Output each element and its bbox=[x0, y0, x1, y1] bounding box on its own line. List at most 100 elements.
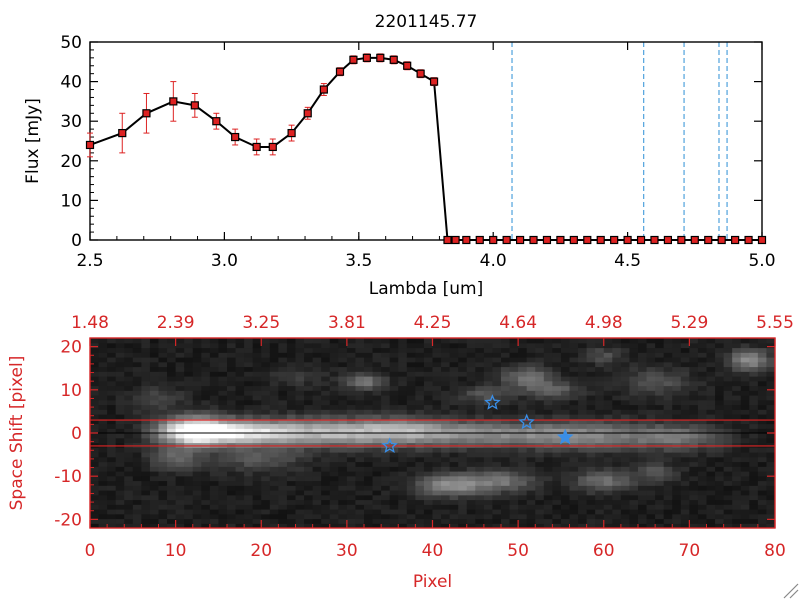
image-cell bbox=[124, 433, 134, 439]
image-cell bbox=[184, 414, 194, 420]
image-cell bbox=[184, 409, 194, 415]
image-cell bbox=[578, 513, 588, 520]
image-cell bbox=[586, 366, 596, 372]
image-cell bbox=[646, 523, 656, 528]
image-cell bbox=[732, 371, 742, 377]
image-cell bbox=[381, 428, 391, 434]
image-cell bbox=[278, 399, 288, 406]
data-point bbox=[596, 235, 605, 245]
image-cell bbox=[261, 418, 271, 425]
image-cell bbox=[697, 338, 708, 344]
image-cell bbox=[218, 452, 228, 458]
image-cell bbox=[295, 366, 305, 372]
image-cell bbox=[749, 385, 759, 391]
image-cell bbox=[269, 352, 279, 358]
image-cell bbox=[124, 390, 134, 396]
image-cell bbox=[398, 361, 408, 368]
image-cell bbox=[518, 399, 528, 406]
image-cell bbox=[381, 347, 391, 353]
image-cell bbox=[184, 380, 194, 387]
image-cell bbox=[235, 504, 245, 510]
image-cell bbox=[90, 452, 100, 458]
image-cell bbox=[672, 523, 682, 528]
image-cell bbox=[329, 490, 339, 496]
image-cell bbox=[90, 442, 100, 448]
image-cell bbox=[132, 418, 142, 425]
image-cell bbox=[646, 433, 656, 439]
image-cell bbox=[415, 480, 425, 486]
image-cell bbox=[132, 475, 142, 482]
image-cell bbox=[526, 395, 536, 401]
image-cell bbox=[475, 437, 485, 444]
image-cell bbox=[364, 371, 374, 377]
cursor-icon bbox=[783, 583, 799, 599]
image-cell bbox=[475, 442, 485, 448]
image-cell bbox=[415, 494, 425, 501]
image-cell bbox=[252, 475, 262, 482]
image-cell bbox=[466, 361, 476, 368]
image-cell bbox=[278, 418, 288, 425]
image-cell bbox=[389, 461, 399, 467]
image-cell bbox=[603, 352, 613, 358]
image-cell bbox=[124, 447, 134, 453]
image-cell bbox=[329, 390, 339, 396]
image-cell bbox=[269, 485, 279, 491]
image-cell bbox=[526, 347, 536, 353]
image-cell bbox=[381, 471, 391, 477]
image-cell bbox=[612, 518, 622, 524]
image-cell bbox=[227, 518, 237, 524]
image-cell bbox=[449, 471, 459, 477]
image-cell bbox=[458, 475, 468, 482]
image-cell bbox=[158, 509, 168, 515]
image-cell bbox=[578, 342, 588, 349]
image-cell bbox=[141, 409, 151, 415]
image-cell bbox=[278, 395, 288, 401]
image-cell bbox=[749, 418, 759, 425]
image-cell bbox=[638, 366, 648, 372]
image-cell bbox=[90, 504, 100, 510]
image-cell bbox=[389, 466, 399, 472]
image-cell bbox=[458, 490, 468, 496]
image-cell bbox=[697, 523, 708, 528]
image-cell bbox=[501, 385, 511, 391]
image-cell bbox=[680, 513, 690, 520]
image-cell bbox=[552, 352, 562, 358]
image-cell bbox=[278, 452, 288, 458]
image-cell bbox=[355, 456, 365, 463]
image-cell bbox=[372, 395, 382, 401]
image-cell bbox=[595, 352, 605, 358]
image-cell bbox=[398, 504, 408, 510]
image-cell bbox=[381, 371, 391, 377]
image-cell bbox=[167, 494, 177, 501]
image-cell bbox=[227, 442, 237, 448]
image-cell bbox=[638, 499, 648, 505]
image-cell bbox=[184, 366, 194, 372]
image-cell bbox=[286, 485, 297, 491]
image-cell bbox=[304, 452, 314, 458]
image-cell bbox=[184, 395, 194, 401]
image-cell bbox=[295, 404, 305, 410]
image-cell bbox=[492, 380, 502, 387]
image-cell bbox=[689, 361, 699, 368]
image-cell bbox=[132, 399, 142, 406]
image-cell bbox=[620, 494, 631, 501]
image-cell bbox=[432, 390, 442, 396]
image-cell bbox=[586, 475, 596, 482]
image-cell bbox=[732, 504, 742, 510]
image-cell bbox=[252, 433, 262, 439]
image-cell bbox=[612, 418, 622, 425]
image-cell bbox=[321, 433, 331, 439]
image-cell bbox=[509, 499, 519, 505]
image-cell bbox=[535, 518, 545, 524]
image-cell bbox=[501, 338, 511, 344]
image-cell bbox=[115, 395, 125, 401]
image-cell bbox=[732, 490, 742, 496]
image-cell bbox=[483, 352, 494, 358]
image-cell bbox=[115, 409, 125, 415]
image-cell bbox=[329, 342, 339, 349]
image-cell bbox=[638, 357, 648, 363]
image-cell bbox=[167, 456, 177, 463]
image-cell bbox=[432, 490, 442, 496]
image-cell bbox=[321, 385, 331, 391]
image-cell bbox=[124, 371, 134, 377]
